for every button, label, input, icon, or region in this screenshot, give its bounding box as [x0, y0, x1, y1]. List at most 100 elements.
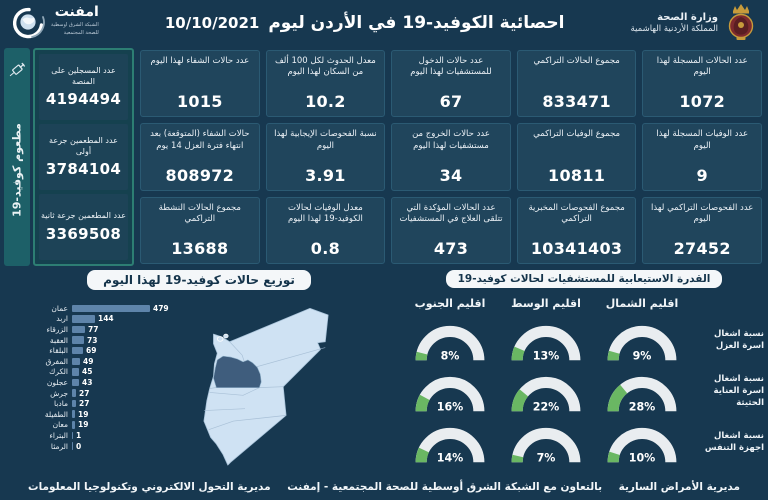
- bar-category-label: المفرق: [45, 356, 68, 366]
- gauge: 8%: [402, 318, 498, 364]
- stats-grid: عدد الحالات المسجلة لهذا اليوم 1072 مجموع …: [140, 50, 762, 264]
- gauge-value: 10%: [629, 452, 656, 465]
- distribution-panel: توزيع حالات كوفيد-19 لهذا اليوم عمان 479 ا…: [0, 268, 398, 468]
- stat-value: 10.2: [305, 92, 346, 112]
- vaccination-value: 4194494: [45, 89, 122, 108]
- bar-category-label: عمان: [51, 303, 68, 313]
- jordan-map: [203, 307, 329, 466]
- gauge-value: 22%: [533, 401, 560, 414]
- gauge-dial: 7%: [511, 427, 581, 465]
- gauge: 16%: [402, 369, 498, 415]
- bar-category-label: جرش: [50, 388, 68, 398]
- stat-value: 9: [696, 165, 708, 185]
- gauge-dial: 14%: [415, 427, 485, 465]
- bar: [72, 389, 76, 397]
- bar-value: 144: [98, 314, 114, 324]
- stat-value: 27452: [673, 239, 731, 258]
- bar-value: 19: [78, 409, 89, 419]
- bar-row: مادبا 27: [6, 398, 246, 409]
- syringe-icon: [9, 62, 26, 77]
- bar-value: 27: [79, 388, 90, 398]
- stat-value: 1015: [176, 92, 223, 112]
- stat-value: 67: [439, 92, 463, 112]
- bar: [72, 442, 73, 450]
- vaccination-box: عدد المسجلين على المنصة 4194494: [39, 54, 128, 120]
- bar-category-label: معان: [52, 420, 68, 430]
- stat-value: 34: [439, 165, 463, 185]
- footer-right: مديرية الأمراض السارية: [618, 481, 740, 493]
- bar: [72, 431, 73, 440]
- distribution-title: توزيع حالات كوفيد-19 لهذا اليوم: [87, 270, 311, 290]
- stat-box: عدد الفحوصات التراكمي لهذا اليوم 27452: [642, 196, 762, 264]
- vaccination-side-label: مطعوم كوفيد-19: [10, 123, 24, 217]
- bar-row: عمان 479: [6, 303, 246, 314]
- footer: مديرية الأمراض السارية بالتعاون مع الشبك…: [0, 481, 768, 493]
- bar-row: الرمثا 0: [6, 441, 246, 452]
- stat-box: مجموع الوفيات التراكمي 10811: [516, 123, 637, 191]
- emphnet-text: امفنت الشبكة الشرق اوسطية للصحة المجتمعي…: [51, 5, 99, 37]
- bar-row: جرش 27: [6, 388, 246, 399]
- gauge: 13%: [498, 318, 594, 364]
- bar: [72, 421, 75, 429]
- bar: [72, 399, 76, 408]
- bar-category-label: العقبة: [49, 335, 68, 345]
- stat-label: عدد الحالات المسجلة لهذا اليوم: [656, 56, 748, 78]
- gauge-dial: 28%: [607, 376, 677, 414]
- stat-label: مجموع الحالات النشطة التراكمي: [158, 202, 241, 225]
- stat-box: عدد الوفيات المسجلة لهذا اليوم 9: [642, 123, 762, 191]
- bar: [72, 346, 83, 355]
- bar-row: عجلون 43: [6, 377, 246, 388]
- stat-value: 1072: [679, 92, 726, 112]
- vaccination-value: 3784104: [45, 159, 122, 178]
- bar-row: البلقاء 69: [6, 345, 246, 356]
- bar-value: 73: [87, 335, 98, 345]
- bar-value: 19: [78, 420, 89, 430]
- gauge-value: 8%: [441, 350, 460, 363]
- stat-label: نسبة الفحوصات الإيجابية لهذا اليوم: [274, 129, 377, 151]
- capacity-panel: القدرة الاستيعابية للمستشفيات لحالات كوف…: [400, 268, 768, 466]
- emphnet-globe-icon: [12, 7, 45, 39]
- gauge: 9%: [594, 318, 690, 364]
- emphnet-tagline: الشبكة الشرق اوسطية للصحة المجتمعية: [51, 22, 99, 36]
- bar-value: 49: [83, 356, 94, 366]
- gauge-dial: 22%: [511, 376, 581, 414]
- stat-label: معدل الحدوث لكل 100 ألف من السكان لهذا ا…: [275, 56, 376, 78]
- bar-category-label: البلقاء: [49, 346, 68, 356]
- gauge: 14%: [402, 420, 498, 466]
- gauge-value: 14%: [437, 452, 464, 465]
- stat-box: عدد حالات الخروج من مستشفيات لهذا اليوم 3…: [391, 123, 511, 191]
- vaccination-label: عدد المطعمين جرعة ثانية: [40, 211, 126, 221]
- stat-box: عدد حالات الدخول للمستشفيات لهذا اليوم 67: [391, 50, 511, 118]
- stat-label: عدد الفحوصات التراكمي لهذا اليوم: [651, 202, 754, 225]
- gauge-dial: 10%: [607, 427, 677, 465]
- bar: [72, 304, 150, 313]
- bar-row: المفرق 49: [6, 356, 246, 367]
- stat-label: حالات الشفاء (المتوقعة) بعد انتهاء فترة …: [150, 129, 250, 151]
- gauge: 10%: [594, 420, 690, 466]
- bar-value: 0: [76, 441, 82, 451]
- bar-category-label: البتراء: [49, 430, 68, 440]
- gauge-value: 9%: [633, 350, 652, 363]
- capacity-gauge-grid: اقليم الشمال اقليم الوسط اقليم الجنوب نسبة …: [400, 293, 768, 466]
- stat-label: معدل الوفيات لحالات الكوفيد-19 لهذا اليو…: [287, 202, 363, 225]
- report-title: احصائية الكوفيد-19 في الأردن ليوم: [268, 13, 565, 33]
- bar-category-label: مادبا: [53, 399, 68, 409]
- bar-value: 43: [82, 377, 93, 387]
- gauge-value: 13%: [533, 350, 560, 363]
- stat-box: معدل الوفيات لحالات الكوفيد-19 لهذا اليو…: [265, 196, 386, 264]
- governorate-bar-chart: عمان 479 اربد 144 الزرقاء 77 العقبة 73 البلقاء 69…: [6, 303, 246, 451]
- gauge: 22%: [498, 369, 594, 415]
- emphnet-logo: امفنت الشبكة الشرق اوسطية للصحة المجتمعي…: [10, 5, 99, 41]
- stat-value: 10811: [548, 165, 606, 185]
- bar-value: 45: [82, 367, 93, 377]
- bar-category-label: الكرك: [49, 367, 68, 377]
- ministry-text: وزارة الصحة المملكة الأردنية الهاشمية: [631, 12, 718, 34]
- bar-category-label: اربد: [56, 314, 68, 324]
- stat-box: حالات الشفاء (المتوقعة) بعد انتهاء فترة …: [140, 123, 260, 191]
- bar-row: البتراء 1: [6, 430, 246, 441]
- footer-center: بالتعاون مع الشبكة الشرق أوسطية للصحة ال…: [287, 481, 603, 493]
- gauge-dial: 9%: [607, 325, 677, 363]
- vaccination-value: 3369508: [45, 224, 122, 243]
- nw-governorate: [216, 336, 224, 342]
